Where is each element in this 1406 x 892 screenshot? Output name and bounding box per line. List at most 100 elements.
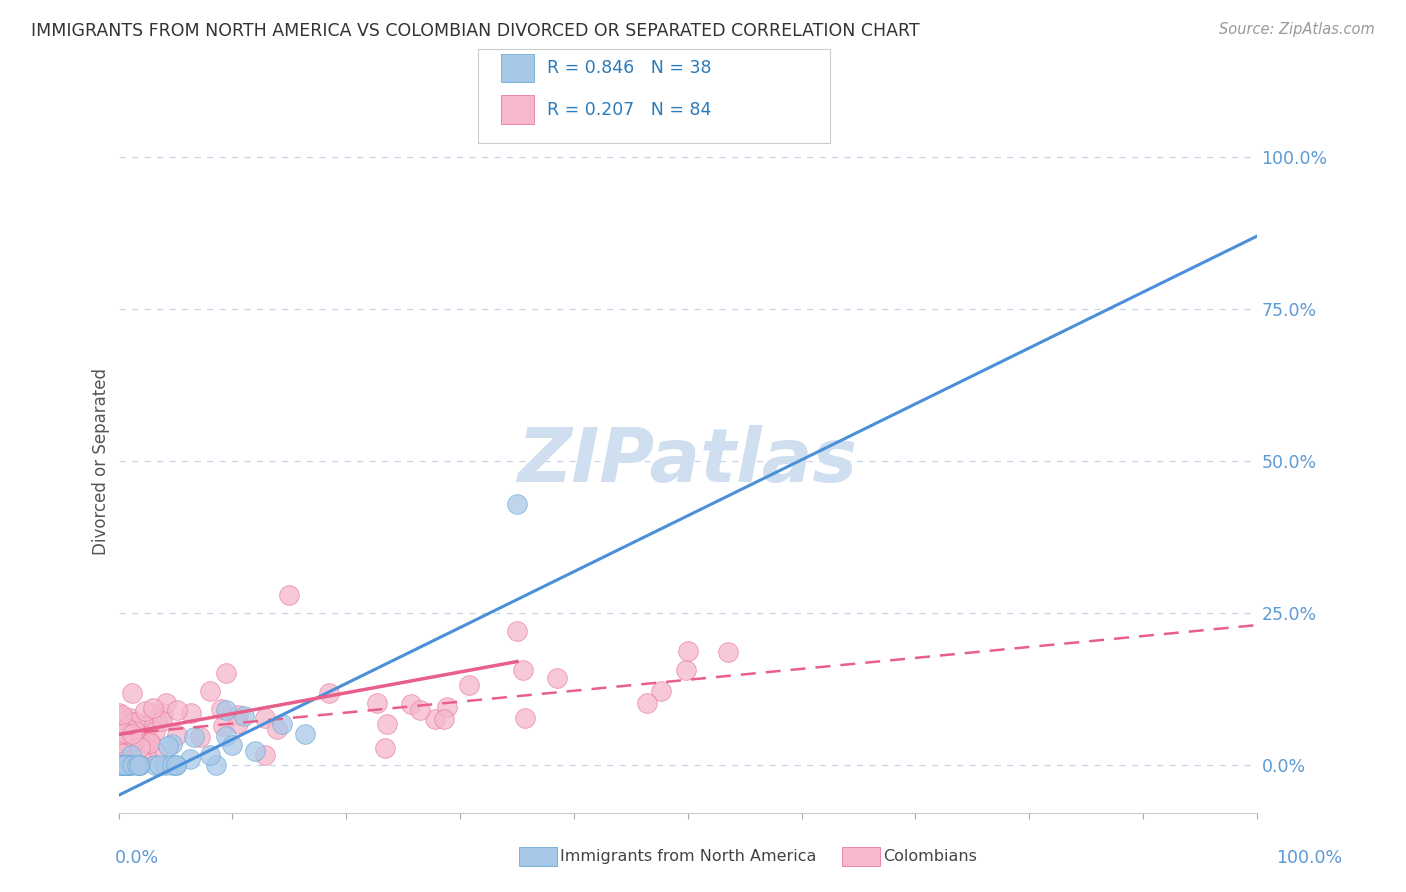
Point xyxy=(134,719,156,733)
Point xyxy=(129,757,152,772)
Point xyxy=(115,734,138,748)
Point xyxy=(423,712,446,726)
Point xyxy=(432,712,454,726)
Point xyxy=(117,757,139,772)
Text: Source: ZipAtlas.com: Source: ZipAtlas.com xyxy=(1219,22,1375,37)
Point xyxy=(114,757,136,772)
Point xyxy=(117,757,139,772)
Point xyxy=(111,707,134,722)
Point xyxy=(124,714,146,729)
Point xyxy=(215,703,238,717)
Point xyxy=(129,747,152,762)
Point xyxy=(118,757,141,772)
Point xyxy=(112,732,135,747)
Point xyxy=(120,748,142,763)
Point xyxy=(232,709,254,723)
Point xyxy=(134,705,156,719)
Point xyxy=(166,728,188,742)
Point xyxy=(166,702,188,716)
Point xyxy=(401,698,423,712)
Point xyxy=(121,757,143,772)
Point xyxy=(165,757,187,772)
Point xyxy=(676,644,699,658)
Point xyxy=(278,588,301,602)
Point xyxy=(409,704,432,718)
Point xyxy=(108,706,131,721)
Point xyxy=(120,720,142,734)
Text: IMMIGRANTS FROM NORTH AMERICA VS COLOMBIAN DIVORCED OR SEPARATED CORRELATION CHA: IMMIGRANTS FROM NORTH AMERICA VS COLOMBI… xyxy=(31,22,920,40)
Point xyxy=(152,706,174,720)
Point xyxy=(188,730,211,744)
Point xyxy=(111,713,134,727)
Point xyxy=(650,684,672,698)
Point xyxy=(110,746,132,760)
Point xyxy=(150,714,173,728)
Point xyxy=(145,714,167,728)
Point xyxy=(141,714,163,729)
Text: R = 0.846   N = 38: R = 0.846 N = 38 xyxy=(547,59,711,77)
Point xyxy=(143,723,166,738)
Point xyxy=(146,745,169,759)
Point xyxy=(111,723,134,738)
Point xyxy=(118,711,141,725)
Point xyxy=(226,708,249,723)
Point xyxy=(124,723,146,738)
Point xyxy=(112,757,135,772)
Point xyxy=(198,747,221,762)
Point xyxy=(179,752,201,766)
Point xyxy=(112,743,135,757)
Point xyxy=(134,730,156,744)
Point xyxy=(108,757,131,772)
Point xyxy=(110,757,132,772)
Point xyxy=(121,727,143,741)
Point xyxy=(675,664,697,678)
Point xyxy=(110,726,132,740)
Point xyxy=(127,729,149,743)
Point xyxy=(266,723,288,737)
Point xyxy=(108,757,131,772)
Point xyxy=(122,733,145,747)
Point xyxy=(148,757,170,772)
Text: Colombians: Colombians xyxy=(883,849,977,863)
Point xyxy=(506,624,529,639)
Point xyxy=(377,717,399,731)
Point xyxy=(546,671,568,685)
Point xyxy=(318,685,340,699)
Point xyxy=(134,729,156,743)
Point xyxy=(111,755,134,769)
Point xyxy=(180,706,202,721)
Point xyxy=(374,740,396,755)
Point xyxy=(121,686,143,700)
Point xyxy=(112,722,135,736)
Point xyxy=(141,706,163,720)
Point xyxy=(366,696,388,710)
Point xyxy=(512,663,534,677)
Point xyxy=(156,739,179,753)
Y-axis label: Divorced or Separated: Divorced or Separated xyxy=(93,368,110,555)
Point xyxy=(162,737,184,751)
Point xyxy=(108,714,131,729)
Point xyxy=(209,702,232,716)
Point xyxy=(165,757,187,772)
Point xyxy=(253,711,276,725)
Point xyxy=(107,709,129,723)
Point xyxy=(515,711,537,725)
Point xyxy=(155,757,177,772)
Text: Immigrants from North America: Immigrants from North America xyxy=(560,849,815,863)
Point xyxy=(143,757,166,772)
Point xyxy=(108,727,131,741)
Point xyxy=(114,757,136,772)
Point xyxy=(205,757,228,772)
Point xyxy=(155,696,177,710)
Point xyxy=(270,717,292,731)
Point xyxy=(139,736,162,750)
Point xyxy=(129,740,152,755)
Point xyxy=(122,731,145,745)
Point xyxy=(117,726,139,740)
Point xyxy=(142,701,165,715)
Point xyxy=(112,726,135,740)
Point xyxy=(139,734,162,748)
Point xyxy=(115,721,138,735)
Point xyxy=(198,684,221,698)
Point xyxy=(108,736,131,750)
